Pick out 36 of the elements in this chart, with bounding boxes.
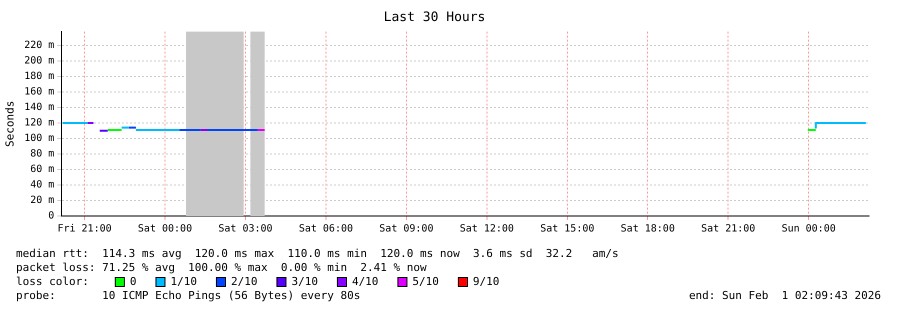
y-tick-label: 20 m	[30, 195, 54, 206]
x-tick-label: Sat 06:00	[298, 224, 354, 235]
legend-label: 0	[130, 274, 136, 288]
y-tick-label: 100 m	[24, 133, 54, 144]
y-tick-label: 40 m	[30, 180, 54, 191]
legend-title: loss color:	[16, 274, 89, 288]
x-tick-label: Sat 18:00	[620, 224, 675, 235]
y-tick-label: 160 m	[24, 86, 54, 98]
x-tick-label: Sat 12:00	[460, 224, 514, 235]
y-tick-label: 140 m	[24, 102, 54, 114]
legend-label: 3/10	[291, 274, 318, 288]
x-tick-label: Sat 21:00	[701, 224, 756, 235]
text: median rtt: 114.3 ms avg 120.0 ms max 110.0 ms min 120.0 ms now 3.6 ms sd 32.2 am/s	[16, 246, 619, 260]
text: end: Sun Feb 1 02:09:43 2026	[688, 288, 881, 302]
y-tick-label: 0	[48, 210, 54, 222]
x-tick-label: Sat 03:00	[218, 224, 273, 235]
x-tick-label: Sat 00:00	[138, 224, 192, 235]
legend-label: 4/10	[352, 274, 378, 288]
y-tick-label: 220 m	[24, 40, 54, 52]
legend-label: 2/10	[230, 274, 258, 288]
y-tick-label: 60 m	[30, 164, 54, 176]
y-tick-label: 180 m	[24, 71, 54, 82]
x-tick-label: Fri 21:00	[57, 224, 112, 235]
legend-label: 5/10	[412, 274, 439, 288]
y-tick-label: 120 m	[24, 118, 54, 129]
legend-label: 9/10	[472, 274, 500, 288]
chart-title: Last 30 Hours	[384, 10, 486, 26]
y-tick-label: 200 m	[24, 56, 54, 67]
text: packet loss: 71.25 % avg 100.00 % max 0.00 % min 2.41 % now	[16, 260, 427, 274]
legend-label: 1/10	[170, 274, 197, 288]
y-axis-title: Seconds	[3, 100, 16, 147]
x-tick-label: Sat 15:00	[540, 224, 594, 235]
x-tick-label: Sun 00:00	[782, 224, 836, 235]
y-tick-label: 80 m	[30, 148, 54, 160]
text: probe: 10 ICMP Echo Pings (56 Bytes) every 80s	[16, 288, 360, 302]
x-tick-label: Sat 09:00	[379, 224, 434, 235]
